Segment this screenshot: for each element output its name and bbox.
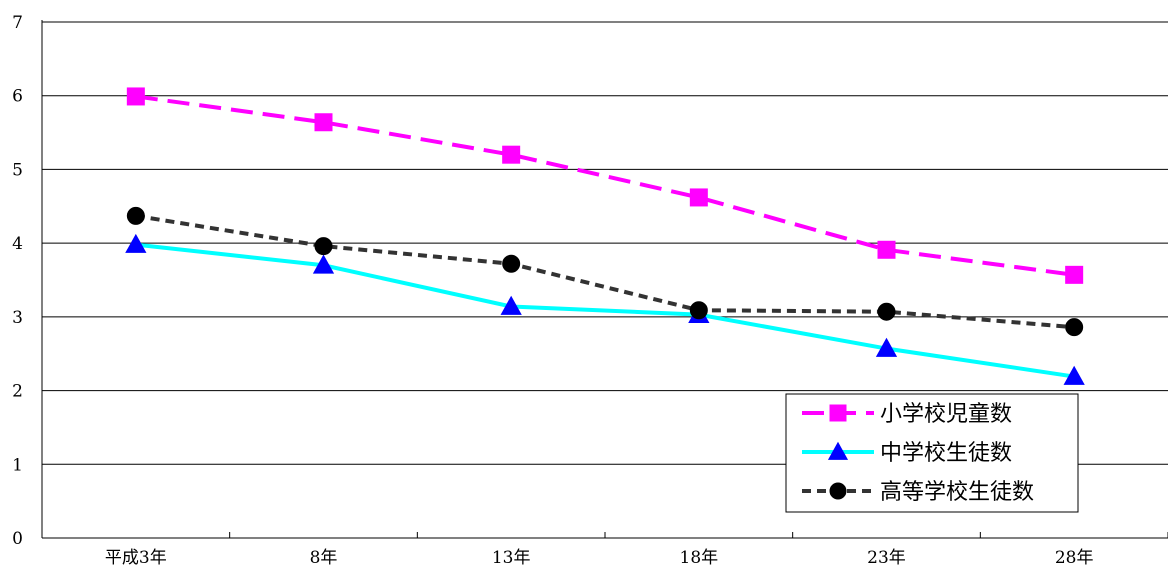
series-line [135, 94, 1075, 277]
series-0 [126, 87, 1084, 284]
grid-lines [42, 21, 1168, 465]
y-tick-labels: 0 1 2 3 4 5 6 7 [12, 13, 23, 549]
data-point [1065, 265, 1084, 284]
data-point [689, 188, 708, 207]
data-point [126, 87, 145, 106]
x-tick-labels: 平成3年 8年 13年 18年 23年 28年 [105, 548, 1094, 568]
data-point [502, 254, 521, 273]
data-point [126, 206, 145, 225]
legend-marker [829, 482, 847, 500]
y-tick-label: 6 [12, 87, 23, 107]
y-tick-label: 1 [12, 455, 23, 475]
series-line [135, 213, 1075, 330]
legend-label: 小学校児童数 [880, 402, 1012, 427]
series-2 [126, 206, 1084, 337]
y-tick-label: 5 [12, 160, 23, 180]
data-point [689, 301, 708, 320]
x-tick-label: 13年 [492, 548, 531, 568]
data-point [1065, 318, 1084, 337]
y-tick-label: 7 [12, 13, 23, 33]
series-lines [125, 87, 1085, 385]
data-point [314, 237, 333, 256]
data-point [125, 233, 147, 253]
axes [41, 20, 1168, 539]
legend-label: 中学校生徒数 [880, 441, 1012, 466]
data-point [877, 302, 896, 321]
legend-marker [827, 441, 849, 460]
data-point [500, 295, 522, 315]
data-point [314, 113, 333, 132]
x-tick-label: 8年 [310, 548, 338, 568]
y-tick-label: 4 [12, 234, 23, 254]
y-tick-label: 2 [12, 382, 23, 402]
legend-label: 高等学校生徒数 [880, 480, 1034, 505]
x-tick-label: 28年 [1055, 548, 1094, 568]
data-point [502, 145, 521, 164]
series-line [135, 242, 1075, 379]
data-point [312, 254, 335, 274]
data-point [877, 240, 896, 259]
x-tick-label: 平成3年 [105, 548, 167, 568]
y-tick-label: 0 [12, 529, 23, 549]
legend-marker [829, 404, 847, 422]
y-tick-label: 3 [12, 308, 23, 328]
data-point [1063, 365, 1085, 385]
x-tick-label: 23年 [867, 548, 906, 568]
x-tick-label: 18年 [680, 548, 719, 568]
data-point [875, 337, 898, 357]
